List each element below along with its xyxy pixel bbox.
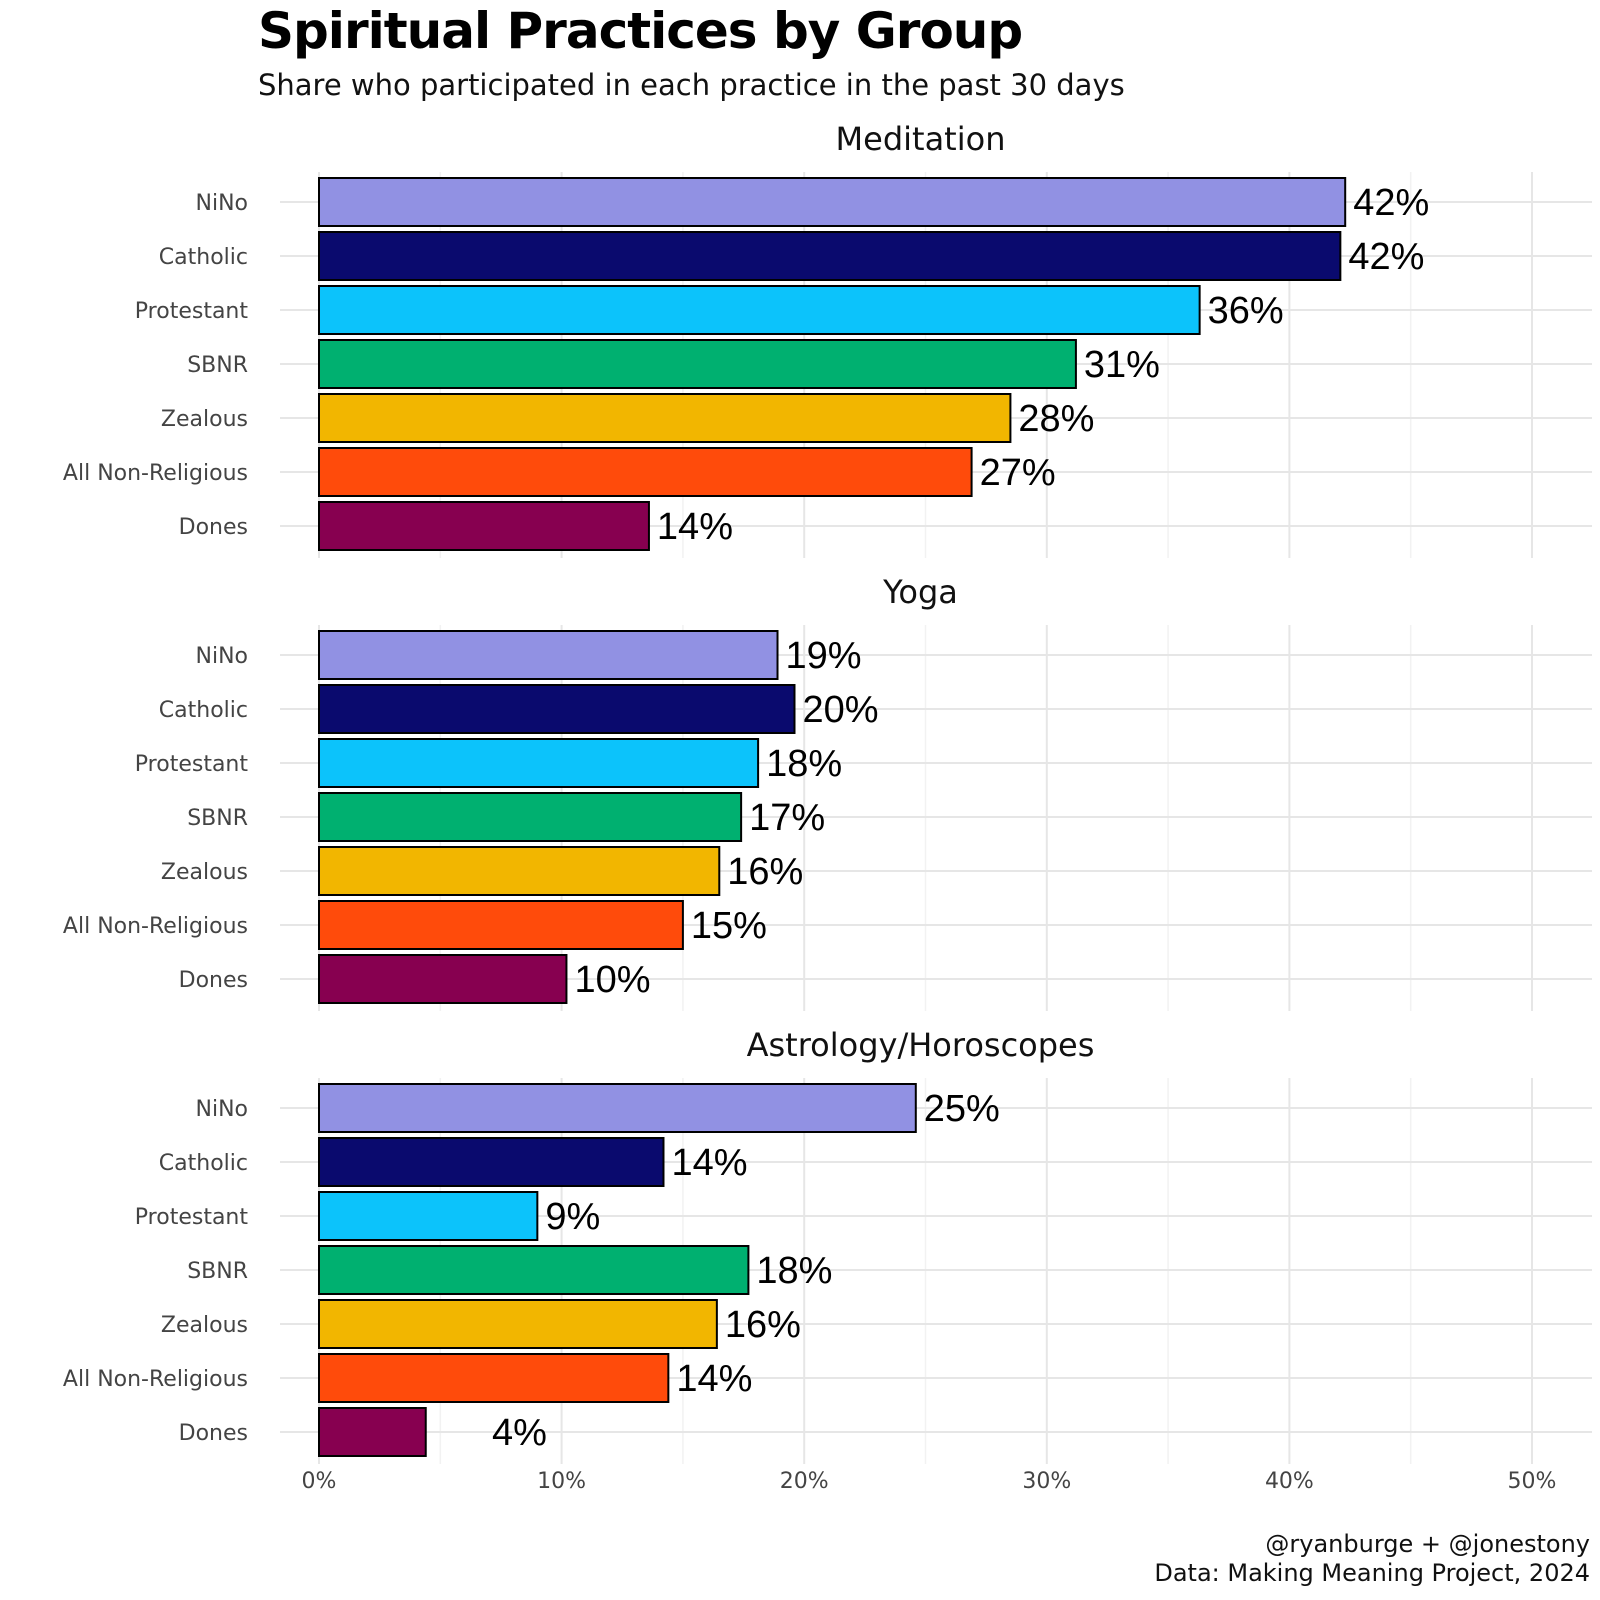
bar (318, 1353, 670, 1403)
category-label: Zealous (161, 860, 248, 885)
bar (318, 630, 779, 680)
data-label: 9% (545, 1196, 600, 1238)
data-label: 42% (1353, 182, 1429, 224)
panel-title: Meditation (836, 120, 1006, 158)
bar (318, 285, 1201, 335)
data-label: 16% (725, 1304, 801, 1346)
bar (318, 738, 760, 788)
data-label: 17% (749, 797, 825, 839)
panel-title: Yoga (882, 573, 958, 611)
data-label: 20% (802, 689, 878, 731)
chart-subtitle: Share who participated in each practice … (258, 68, 1125, 102)
bar (318, 177, 1347, 227)
category-label: SBNR (187, 1259, 248, 1284)
data-label: 27% (980, 452, 1056, 494)
category-label: Zealous (161, 1313, 248, 1338)
category-label: Zealous (161, 407, 248, 432)
bar (318, 684, 796, 734)
bar (318, 1245, 750, 1295)
bar (318, 447, 973, 497)
data-label: 25% (924, 1088, 1000, 1130)
category-label: Catholic (159, 245, 248, 270)
bar (318, 231, 1342, 281)
bar (318, 339, 1077, 389)
data-label: 19% (786, 635, 862, 677)
category-label: Protestant (135, 752, 249, 777)
caption-credit: @ryanburge + @jonestony (1265, 1530, 1590, 1558)
category-label: Protestant (135, 1205, 249, 1230)
panel-title: Astrology/Horoscopes (747, 1026, 1095, 1064)
data-label: 42% (1348, 236, 1424, 278)
category-label: Dones (179, 515, 248, 540)
bar (318, 501, 650, 551)
category-label: NiNo (196, 644, 249, 669)
data-label: 18% (756, 1250, 832, 1292)
data-label: 10% (574, 959, 650, 1001)
x-tick-label: 10% (537, 1469, 586, 1494)
chart-caption: @ryanburge + @jonestony Data: Making Mea… (1154, 1530, 1590, 1588)
data-label: 15% (691, 905, 767, 947)
category-label: NiNo (196, 1097, 249, 1122)
bar (318, 393, 1012, 443)
bar (318, 1407, 427, 1457)
category-label: Catholic (159, 1151, 248, 1176)
bar (318, 1191, 539, 1241)
x-tick-label: 40% (1265, 1469, 1314, 1494)
chart-title: Spiritual Practices by Group (258, 2, 1023, 60)
data-label: 16% (727, 851, 803, 893)
x-tick-label: 20% (780, 1469, 829, 1494)
data-label: 18% (766, 743, 842, 785)
bar (318, 1137, 665, 1187)
category-label: All Non-Religious (63, 914, 248, 939)
category-label: All Non-Religious (63, 461, 248, 486)
x-tick-label: 50% (1508, 1469, 1557, 1494)
data-label: 36% (1208, 290, 1284, 332)
category-label: Dones (179, 968, 248, 993)
category-label: All Non-Religious (63, 1367, 248, 1392)
category-label: Protestant (135, 299, 249, 324)
bar (318, 792, 743, 842)
data-label: 14% (657, 506, 733, 548)
caption-source: Data: Making Meaning Project, 2024 (1154, 1559, 1590, 1587)
category-label: Dones (179, 1421, 248, 1446)
category-label: SBNR (187, 353, 248, 378)
bar (318, 1083, 917, 1133)
data-label: 14% (676, 1358, 752, 1400)
data-label: 31% (1084, 344, 1160, 386)
x-tick-label: 30% (1022, 1469, 1071, 1494)
data-label: 4% (492, 1412, 547, 1454)
category-label: Catholic (159, 698, 248, 723)
bar (318, 900, 684, 950)
data-label: 28% (1018, 398, 1094, 440)
bar (318, 846, 721, 896)
bar (318, 954, 568, 1004)
category-label: SBNR (187, 806, 248, 831)
bar (318, 1299, 718, 1349)
x-tick-label: 0% (302, 1469, 337, 1494)
data-label: 14% (671, 1142, 747, 1184)
category-label: NiNo (196, 191, 249, 216)
